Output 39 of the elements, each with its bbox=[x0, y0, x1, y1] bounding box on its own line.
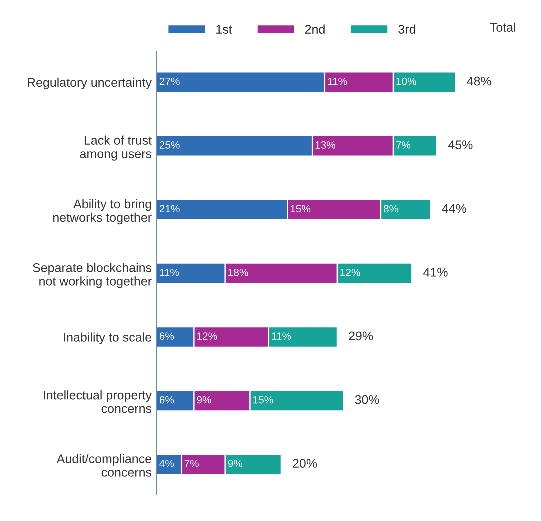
y-tick-label: Lack of trust among users bbox=[80, 136, 152, 161]
data-label: 7% bbox=[184, 460, 199, 468]
data-label: 11% bbox=[160, 268, 180, 276]
total-label: 30% bbox=[355, 395, 380, 404]
data-label: 11% bbox=[328, 78, 348, 86]
data-label: 25% bbox=[160, 142, 180, 149]
data-label: 9% bbox=[197, 396, 212, 404]
y-tick-label: Regulatory uncertainty bbox=[28, 78, 152, 90]
data-label: 21% bbox=[160, 205, 180, 213]
data-label: 15% bbox=[254, 396, 274, 404]
legend-label: 2nd bbox=[305, 24, 325, 34]
data-label: 6% bbox=[160, 332, 174, 340]
total-label: 45% bbox=[448, 140, 473, 150]
legend-label: 3rd bbox=[398, 24, 416, 34]
legend-label: 1st bbox=[216, 25, 232, 34]
data-label: 27% bbox=[160, 78, 180, 86]
y-tick-label: Intellectual property concerns bbox=[44, 390, 152, 414]
y-tick-label: Inability to scale bbox=[64, 332, 152, 344]
data-label: 18% bbox=[228, 268, 248, 276]
total-label: 41% bbox=[424, 268, 448, 277]
y-tick-label: Audit/compliance concerns bbox=[56, 454, 152, 477]
total-label: 29% bbox=[349, 332, 374, 341]
data-label: 6% bbox=[160, 396, 174, 404]
data-label: 8% bbox=[384, 205, 398, 213]
text: Total bbox=[490, 22, 516, 32]
data-label: 4% bbox=[160, 460, 174, 468]
total-label: 44% bbox=[442, 204, 467, 214]
data-label: 12% bbox=[340, 268, 360, 276]
data-label: 15% bbox=[290, 205, 311, 213]
data-label: 12% bbox=[198, 332, 218, 340]
y-tick-label: Separate blockchains not working together bbox=[33, 263, 152, 288]
y-tick-label: Ability to bring networks together bbox=[54, 199, 152, 225]
total-label: 48% bbox=[467, 76, 492, 86]
data-label: 11% bbox=[272, 332, 292, 340]
total-label: 20% bbox=[293, 459, 318, 468]
data-label: 10% bbox=[396, 78, 416, 86]
data-label: 9% bbox=[228, 460, 243, 468]
data-label: 13% bbox=[316, 142, 336, 149]
data-label: 7% bbox=[396, 142, 411, 149]
